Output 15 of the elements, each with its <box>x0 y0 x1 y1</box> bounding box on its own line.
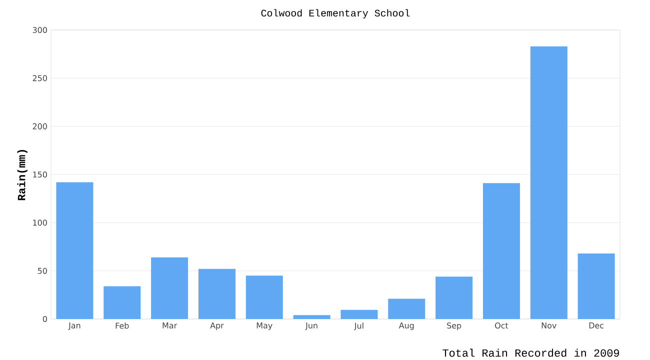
bar <box>246 276 283 319</box>
bar <box>151 257 188 319</box>
bar <box>578 253 615 319</box>
text: Total Rain Recorded in 2009 <box>442 348 620 357</box>
bar <box>104 286 141 319</box>
bar <box>436 276 473 319</box>
bar <box>293 315 330 319</box>
bar <box>56 182 94 319</box>
bar <box>482 183 520 319</box>
chart-title: Colwood Elementary School <box>261 9 410 18</box>
bar <box>530 46 568 319</box>
bar <box>198 268 236 319</box>
bar <box>340 310 378 319</box>
bar <box>388 298 426 319</box>
y-axis-title: Rain(mm) <box>17 150 28 200</box>
